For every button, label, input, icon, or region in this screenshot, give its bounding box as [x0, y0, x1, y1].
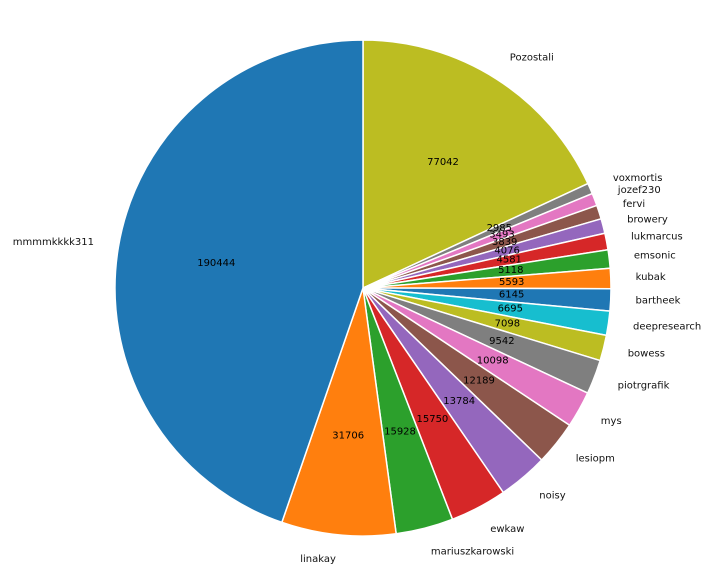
- pie-value-label: 13784: [443, 396, 475, 407]
- pie-value-label: 6695: [498, 304, 523, 315]
- pie-category-label: linakay: [300, 554, 336, 565]
- pie-value-label: 15750: [416, 414, 448, 425]
- pie-category-label: voxmortis: [613, 173, 663, 184]
- pie-value-label: 6145: [499, 290, 524, 301]
- pie-category-label: browery: [627, 214, 668, 225]
- pie-category-label: Pozostali: [510, 53, 554, 64]
- pie-value-label: 5118: [498, 265, 523, 276]
- pie-value-label: 3839: [492, 237, 517, 248]
- pie-category-label: emsonic: [634, 251, 676, 262]
- pie-category-label: bowess: [628, 349, 665, 360]
- pie-value-label: 190444: [197, 258, 235, 269]
- pie-slice-pozostali: [362, 39, 589, 289]
- pie-value-label: 12189: [463, 376, 495, 387]
- pie-value-label: 2985: [487, 223, 512, 234]
- pie-category-label: fervi: [623, 199, 645, 210]
- pie-category-label: mmmmkkkk311: [13, 237, 94, 248]
- pie-category-label: kubak: [636, 272, 666, 283]
- pie-category-label: piotrgrafik: [618, 381, 670, 392]
- pie-value-label: 4076: [494, 245, 519, 256]
- pie-value-label: 7098: [495, 319, 520, 330]
- pie-value-label: 5593: [499, 277, 524, 288]
- pie-category-label: mariuszkarowski: [431, 547, 514, 558]
- pie-value-label: 15928: [384, 427, 416, 438]
- pie-category-label: jozef230: [617, 185, 661, 196]
- pie-slice-linakay: [281, 287, 397, 537]
- pie-category-label: lukmarcus: [631, 231, 683, 242]
- pie-category-label: deepresearch: [633, 321, 701, 332]
- pie-value-label: 31706: [332, 431, 364, 442]
- pie-value-label: 4581: [496, 255, 521, 266]
- pie-value-label: 10098: [477, 355, 509, 366]
- pie-slice-mmmmkkkk311: [114, 39, 364, 524]
- pie-value-label: 77042: [427, 157, 459, 168]
- pie-value-label: 9542: [489, 336, 514, 347]
- pie-category-label: noisy: [539, 491, 565, 502]
- pie-category-label: ewkaw: [490, 524, 524, 535]
- pie-category-label: lesiopm: [576, 453, 615, 464]
- pie-category-label: mys: [601, 416, 622, 427]
- pie-value-label: 3493: [489, 229, 514, 240]
- pie-slices: [114, 39, 612, 537]
- pie-category-label: bartheek: [636, 296, 681, 307]
